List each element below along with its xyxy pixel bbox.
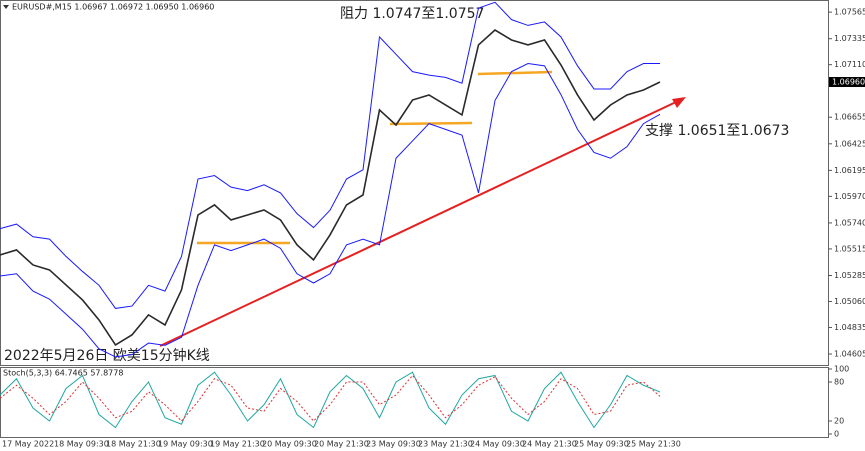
y-tick-label: 1.05285 [834, 271, 865, 280]
y-tick-label: 1.07110 [834, 60, 865, 69]
y-tick-label: 1.05740 [834, 218, 865, 227]
series-line [0, 29, 661, 346]
support-note: 支撑 1.0651至1.0673 [645, 123, 789, 139]
level-line [389, 121, 473, 126]
x-tick-label: 18 May 21:30 [106, 440, 161, 449]
y-tick-label: 1.06425 [834, 139, 865, 148]
y-tick-label: 80 [834, 378, 844, 387]
last-price-box [829, 77, 865, 88]
trend-arrow [672, 97, 686, 108]
x-tick-label: 25 May 09:30 [574, 440, 629, 449]
y-tick-label: 1.05970 [834, 192, 865, 201]
x-tick-label: 24 May 09:30 [470, 440, 525, 449]
x-tick-label: 25 May 21:30 [626, 440, 681, 449]
stoch-frame [0, 367, 829, 438]
series-line [0, 63, 661, 358]
main-frame [0, 0, 829, 366]
resistance-level-line [477, 70, 553, 76]
x-tick-label: 23 May 09:30 [366, 440, 421, 449]
y-tick-label: 1.05060 [834, 297, 865, 306]
y-tick-label: 1.07335 [834, 34, 865, 43]
series-line [0, 1, 660, 309]
menu-icon [3, 5, 9, 9]
x-tick-label: 20 May 21:30 [314, 440, 369, 449]
x-tick-label: 19 May 09:30 [158, 440, 213, 449]
x-tick-label: 17 May 2022 [2, 440, 54, 449]
series-line [0, 374, 661, 422]
y-tick-label: 1.05515 [834, 244, 865, 253]
main-title: EURUSD#,M15 1.06967 1.06972 1.06950 1.06… [12, 3, 214, 12]
y-tick-label: 1.06655 [834, 113, 865, 122]
x-tick-label: 24 May 21:30 [522, 440, 577, 449]
y-tick-label: 0 [834, 430, 839, 439]
trend-line [159, 101, 677, 347]
y-tick-label: 1.04605 [834, 350, 865, 359]
y-tick-label: 1.06195 [834, 166, 865, 175]
y-tick-label: 1.07565 [834, 8, 865, 17]
y-tick-label: 100 [834, 365, 849, 374]
chart-caption: 2022年5月26日 欧美15分钟K线 [4, 347, 210, 364]
x-tick-label: 20 May 09:30 [262, 440, 317, 449]
last-price-label: 1.06960 [832, 78, 865, 87]
series-line [0, 371, 661, 429]
y-tick-label: 20 [834, 417, 844, 426]
stoch-title: Stoch(5,3,3) 64.7465 57.8778 [3, 369, 123, 378]
x-tick-label: 19 May 21:30 [210, 440, 265, 449]
x-tick-label: 18 May 09:30 [54, 440, 109, 449]
y-tick-label: 1.04835 [834, 323, 865, 332]
x-tick-label: 23 May 21:30 [418, 440, 473, 449]
resistance-note: 阻力 1.0747至1.0757 [340, 6, 484, 22]
